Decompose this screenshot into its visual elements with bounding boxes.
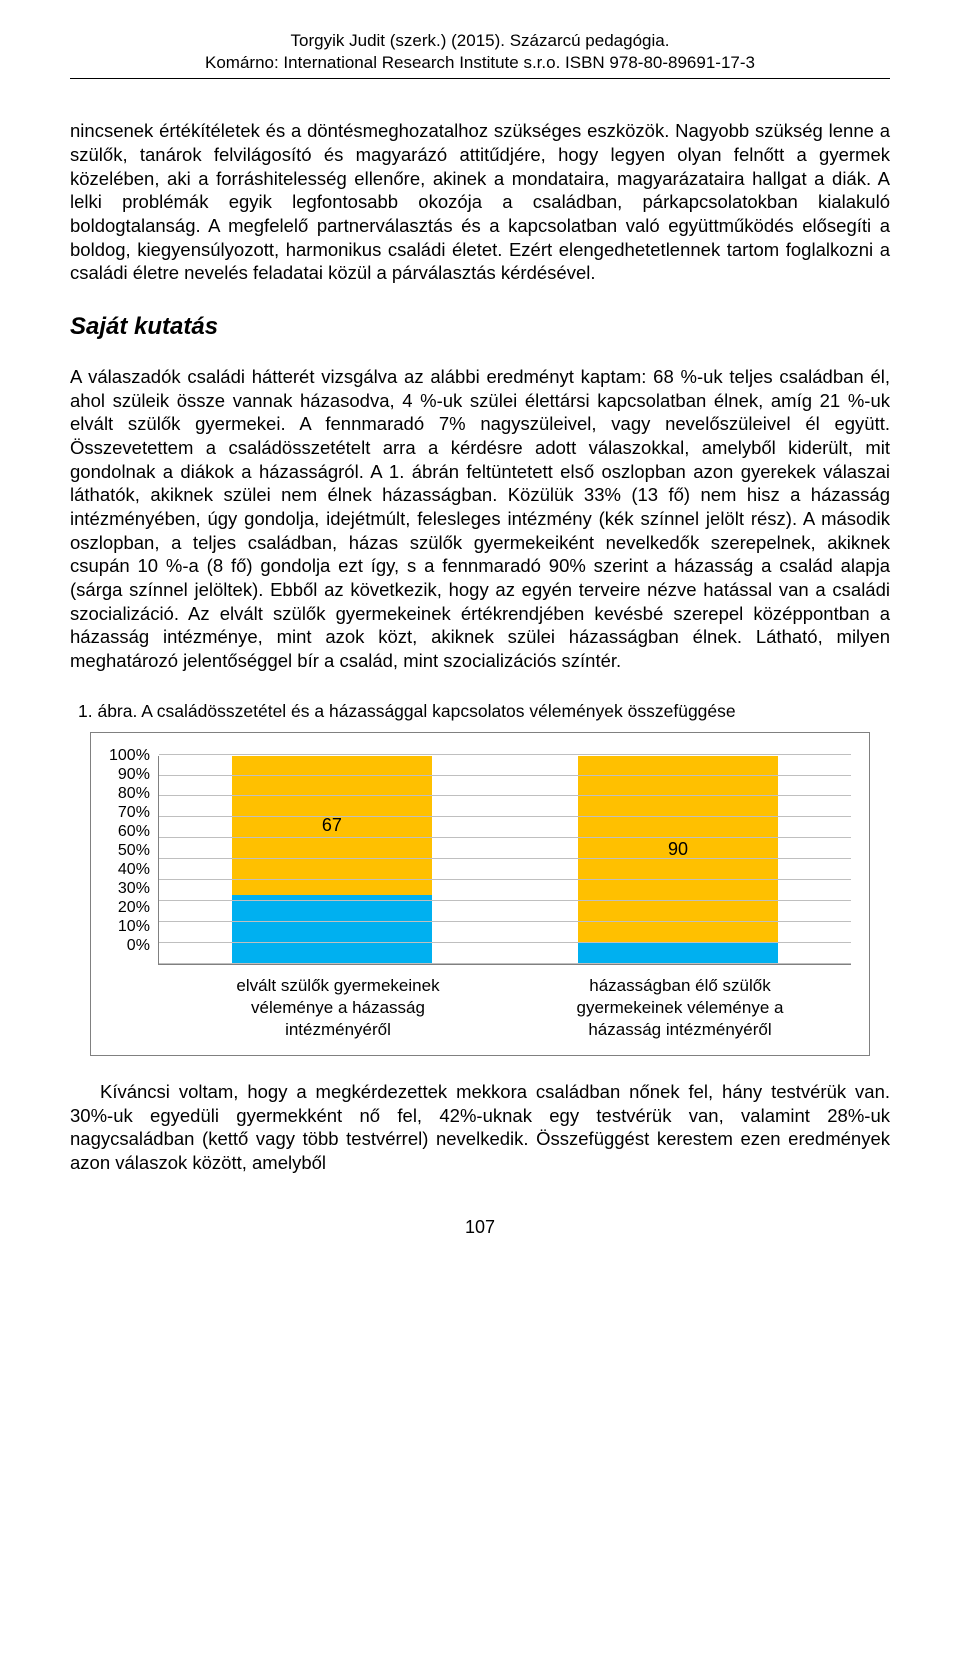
- figure-caption: 1. ábra. A családösszetétel és a házassá…: [70, 701, 890, 722]
- y-tick: 40%: [118, 861, 150, 880]
- plot-inner: 67 90: [158, 756, 851, 965]
- chart-container: 100%90%80%70%60%50%40%30%20%10%0% 67 90 e…: [90, 732, 870, 1056]
- y-tick: 0%: [127, 937, 150, 956]
- gridline: [159, 900, 851, 901]
- y-tick: 20%: [118, 899, 150, 918]
- gridline: [159, 754, 851, 755]
- bar-segment-bottom: [578, 943, 778, 964]
- y-tick: 100%: [109, 747, 150, 766]
- y-tick: 60%: [118, 823, 150, 842]
- x-axis-labels: elvált szülők gyermekeinek véleménye a h…: [167, 975, 851, 1041]
- y-axis: 100%90%80%70%60%50%40%30%20%10%0%: [109, 747, 150, 956]
- gridline: [159, 775, 851, 776]
- paragraph-2: A válaszadók családi hátterét vizsgálva …: [70, 365, 890, 673]
- x-axis-label: házasságban élő szülők gyermekeinek véle…: [550, 975, 810, 1041]
- page-number: 107: [70, 1217, 890, 1238]
- y-tick: 70%: [118, 804, 150, 823]
- gridline: [159, 858, 851, 859]
- y-tick: 50%: [118, 842, 150, 861]
- gridline: [159, 879, 851, 880]
- y-tick: 80%: [118, 785, 150, 804]
- bar-segment-top: 67: [232, 756, 432, 895]
- header-line1: Torgyik Judit (szerk.) (2015). Százarcú …: [70, 30, 890, 52]
- bar-group: 90: [578, 756, 778, 964]
- x-axis-label: elvált szülők gyermekeinek véleménye a h…: [208, 975, 468, 1041]
- header-underline: [70, 78, 890, 79]
- section-title: Saját kutatás: [70, 313, 890, 341]
- bar-segment-bottom: [232, 895, 432, 964]
- gridline: [159, 942, 851, 943]
- paragraph-3: Kíváncsi voltam, hogy a megkérdezettek m…: [70, 1080, 890, 1175]
- bars-container: 67 90: [159, 756, 851, 964]
- chart-area: 100%90%80%70%60%50%40%30%20%10%0% 67 90: [109, 747, 851, 965]
- gridline: [159, 837, 851, 838]
- gridline: [159, 963, 851, 964]
- gridline: [159, 816, 851, 817]
- bar-segment-top: 90: [578, 756, 778, 943]
- gridline: [159, 795, 851, 796]
- page-header: Torgyik Judit (szerk.) (2015). Százarcú …: [70, 30, 890, 74]
- y-tick: 90%: [118, 766, 150, 785]
- header-line2: Komárno: International Research Institut…: [70, 52, 890, 74]
- y-tick: 30%: [118, 880, 150, 899]
- paragraph-1: nincsenek értékítéletek és a döntésmegho…: [70, 119, 890, 285]
- y-tick: 10%: [118, 918, 150, 937]
- plot-region: 67 90: [158, 747, 851, 965]
- bar-group: 67: [232, 756, 432, 964]
- gridline: [159, 921, 851, 922]
